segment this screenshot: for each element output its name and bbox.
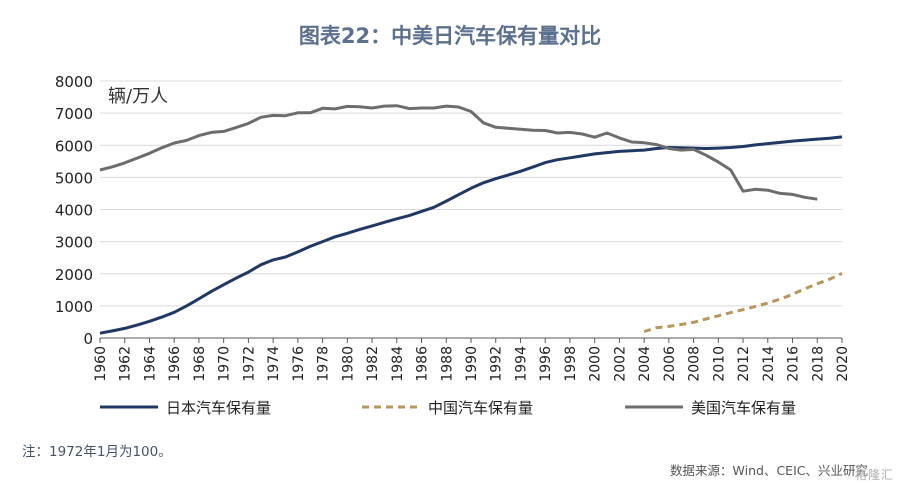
data-source: 数据来源：Wind、CEIC、兴业研究 [670,463,868,478]
watermark: 格隆汇 [854,468,894,482]
x-tick-label: 2014 [761,346,777,382]
x-tick-label: 1960 [93,346,109,382]
x-tick-label: 1982 [365,346,381,382]
series-lines [99,104,843,335]
x-tick-label: 1962 [118,346,134,382]
x-tick-label: 1972 [241,346,257,382]
x-tick-label: 1994 [513,346,529,382]
x-tick-label: 2000 [588,346,604,382]
x-tick-label: 2010 [711,346,727,382]
x-tick-label: 1976 [291,346,307,382]
y-tick-label: 3000 [55,234,93,252]
x-tick-label: 1968 [192,346,208,382]
axes: 0 1000 2000 3000 4000 5000 6000 7000 8000 1960 196… [55,73,851,382]
x-tick-label: 1974 [266,346,282,382]
x-tick-label: 1988 [439,346,455,382]
y-tick-label: 6000 [55,137,93,155]
series-line-0 [99,135,843,335]
y-tick-label: 0 [83,330,93,348]
x-tick-label: 1992 [489,346,505,382]
x-tick-label: 2004 [637,346,653,382]
x-tick-label: 1984 [390,346,406,382]
legend: 日本汽车保有量 中国汽车保有量 美国汽车保有量 [100,399,796,417]
y-tick-label: 4000 [55,202,93,220]
y-tick-label: 7000 [55,105,93,123]
series-line-1 [643,272,843,334]
legend-label-0: 日本汽车保有量 [166,399,271,417]
gridlines [100,80,842,307]
x-tick-label: 1980 [340,346,356,382]
x-tick-label: 1990 [464,346,480,382]
y-tick-label: 1000 [55,298,93,316]
y-tick-label: 5000 [55,169,93,187]
legend-label-1: 中国汽车保有量 [428,399,533,417]
legend-label-2: 美国汽车保有量 [691,399,796,417]
x-tick-label: 1966 [167,346,183,382]
x-tick-label: 2008 [687,346,703,382]
y-tick-label: 8000 [55,73,93,91]
x-tick-label: 2006 [662,346,678,382]
x-tick-label: 2012 [736,346,752,382]
x-tick-label: 2020 [835,346,851,382]
x-tick-label: 2016 [786,346,802,382]
x-tick-label: 1996 [538,346,554,382]
x-tick-label: 1964 [142,346,158,382]
x-tick-label: 1998 [563,346,579,382]
y-tick-label: 2000 [55,266,93,284]
x-tick-label: 1970 [217,346,233,382]
x-tick-label: 1978 [316,346,332,382]
y-unit-label: 辆/万人 [108,86,168,107]
series-line-2 [99,104,818,201]
footnote: 注：1972年1月为100。 [22,444,172,460]
chart-title: 图表22：中美日汽车保有量对比 [298,24,602,48]
x-tick-label: 1986 [415,346,431,382]
x-tick-label: 2018 [810,346,826,382]
x-tick-label: 2002 [612,346,628,382]
